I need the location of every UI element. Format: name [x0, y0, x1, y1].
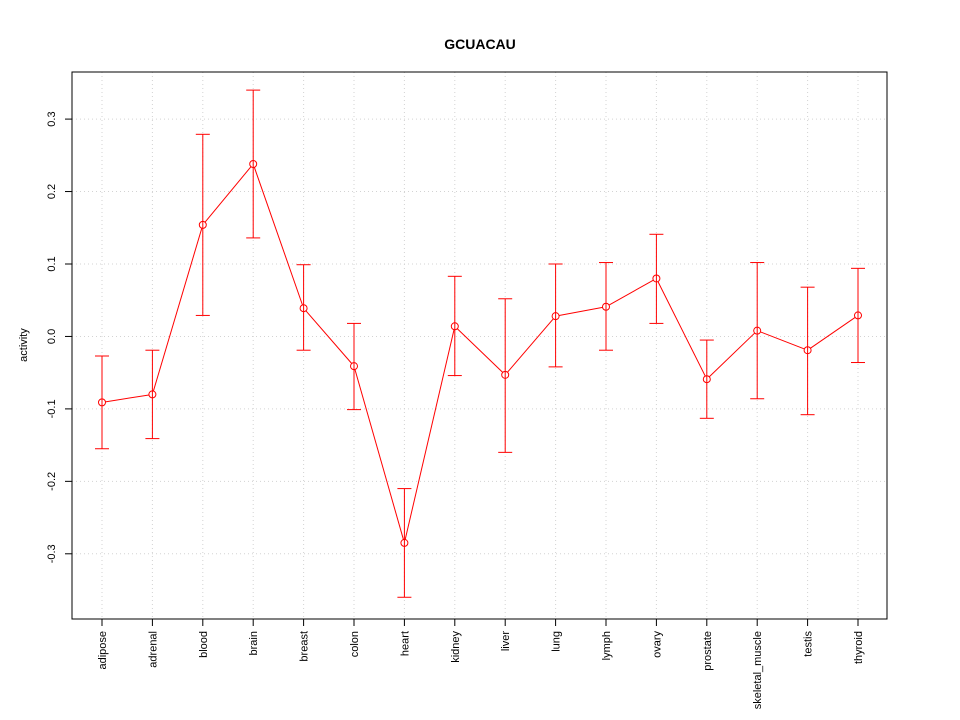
data-point	[551, 312, 560, 321]
x-tick-label: skeletal_muscle	[752, 631, 764, 709]
series-line-segment	[152, 228, 203, 392]
series-line-segment	[760, 331, 805, 350]
error-bar	[145, 349, 160, 440]
series-line-segment	[657, 281, 706, 377]
error-bar	[347, 322, 361, 411]
x-tick-label: colon	[349, 631, 361, 657]
series-line-segment	[558, 306, 603, 317]
series-line-segment	[810, 317, 856, 349]
error-bar	[699, 339, 714, 419]
data-point	[350, 362, 358, 371]
x-tick-label: adrenal	[147, 631, 159, 668]
data-point	[249, 160, 258, 169]
x-tick-label: prostate	[702, 631, 714, 671]
error-bar	[195, 133, 210, 316]
x-tick-label: lymph	[601, 631, 613, 660]
x-tick-label: testis	[803, 631, 815, 657]
error-bar	[649, 233, 664, 324]
x-tick-label: adipose	[97, 631, 109, 670]
x-tick-label: lung	[551, 631, 563, 652]
x-tick-label: thyroid	[853, 631, 865, 664]
error-bar	[95, 355, 109, 450]
y-tick-label: -0.2	[46, 472, 58, 491]
series-line-segment	[354, 369, 404, 540]
data-point	[602, 302, 610, 311]
x-tick-label: kidney	[450, 631, 462, 663]
x-tick-label: breast	[299, 631, 311, 662]
plot-frame	[71, 71, 888, 620]
y-tick-label: 0.2	[46, 184, 58, 199]
data-point	[803, 346, 812, 355]
x-tick-label: heart	[399, 631, 411, 656]
series-line-segment	[204, 166, 252, 223]
y-tick-label: 0.1	[46, 256, 58, 271]
error-bar	[498, 298, 513, 453]
series-line-segment	[456, 328, 504, 373]
data-point	[450, 322, 459, 331]
chart-title: GCUACAU	[444, 36, 516, 52]
error-bar	[599, 262, 613, 351]
x-tick-label: liver	[500, 631, 512, 652]
error-bar	[246, 89, 261, 239]
series-line-segment	[305, 310, 353, 364]
y-tick-label: 0.0	[46, 329, 58, 344]
x-tick-label: brain	[248, 631, 260, 655]
x-tick-label: blood	[198, 631, 210, 658]
y-tick-label: -0.3	[46, 544, 58, 563]
error-bar	[750, 262, 765, 400]
data-point	[501, 370, 510, 379]
error-bar	[800, 286, 815, 416]
axes: -0.3 -0.2 -0.1 0.0 0.1 0.2 0.3 adipose adrenal bl…	[46, 111, 865, 709]
data-point	[148, 390, 157, 399]
x-tick-label: ovary	[651, 631, 663, 658]
error-bar	[851, 267, 865, 364]
error-bar	[397, 488, 412, 598]
data-point	[400, 538, 409, 547]
series-line-segment	[105, 394, 150, 403]
y-tick-label: 0.3	[46, 111, 58, 126]
data-point	[198, 220, 207, 229]
data-layer	[95, 89, 865, 598]
series-line-segment	[608, 279, 654, 306]
data-point	[98, 398, 106, 407]
error-bar	[447, 275, 462, 377]
y-tick-label: -0.1	[46, 399, 58, 418]
series-line-segment	[253, 167, 303, 306]
grid	[72, 72, 887, 619]
data-point	[299, 304, 308, 313]
error-bar	[296, 264, 311, 351]
data-point	[652, 274, 661, 283]
error-bar	[548, 263, 563, 368]
data-point	[753, 326, 762, 335]
y-axis-label: activity	[18, 328, 30, 362]
series-line-segment	[507, 318, 554, 373]
data-point	[854, 311, 862, 320]
series-line-segment	[404, 329, 455, 540]
data-point	[702, 375, 711, 384]
series-line-segment	[708, 332, 756, 378]
